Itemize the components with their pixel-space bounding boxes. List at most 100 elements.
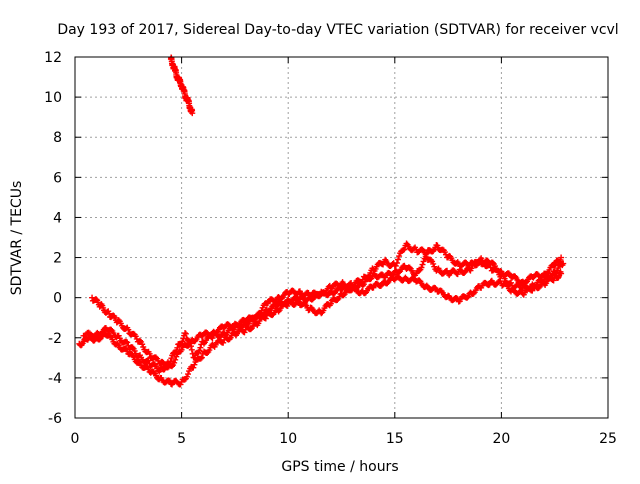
- data-point: [505, 270, 512, 277]
- data-point: [167, 358, 174, 365]
- data-point: [493, 266, 500, 273]
- data-point: [182, 330, 189, 337]
- data-point: [166, 361, 173, 368]
- data-point: [465, 293, 472, 300]
- data-point: [396, 269, 403, 276]
- marks-layer: [76, 54, 567, 388]
- y-tick-label: -4: [48, 371, 62, 387]
- data-point: [393, 260, 400, 267]
- data-point: [174, 344, 181, 351]
- data-point: [182, 330, 189, 337]
- y-tick-label: 12: [44, 50, 62, 66]
- data-point: [380, 261, 387, 268]
- y-tick-label: 2: [53, 251, 62, 267]
- data-point: [420, 258, 427, 265]
- data-point: [453, 295, 460, 302]
- data-point: [401, 246, 408, 253]
- data-point: [188, 346, 195, 353]
- y-axis-label: SDTVAR / TECUs: [9, 181, 25, 296]
- data-point: [560, 260, 567, 267]
- data-point: [464, 294, 471, 301]
- data-point: [97, 331, 104, 338]
- data-point: [390, 271, 397, 278]
- data-point: [489, 259, 496, 266]
- data-point: [550, 277, 557, 284]
- data-point: [184, 371, 191, 378]
- data-point: [198, 354, 205, 361]
- data-point: [418, 264, 425, 271]
- data-point: [396, 253, 403, 260]
- x-tick-label: 5: [177, 431, 186, 447]
- data-point: [191, 361, 198, 368]
- x-tick-label: 10: [279, 431, 297, 447]
- data-point: [146, 350, 153, 357]
- data-point: [558, 254, 565, 261]
- data-point: [384, 280, 391, 287]
- data-point: [108, 326, 115, 333]
- data-point: [416, 267, 423, 274]
- tick-layer: 0 5 10 15 20 25 -6 -4 -2 0 2 4 6 8 10 12: [44, 50, 617, 447]
- data-point: [419, 261, 426, 268]
- x-tick-label: 20: [492, 431, 510, 447]
- chart-title: Day 193 of 2017, Sidereal Day-to-day VTE…: [57, 22, 618, 38]
- data-point: [334, 297, 341, 304]
- data-point: [486, 261, 493, 268]
- data-point: [377, 282, 384, 289]
- data-point: [115, 317, 122, 324]
- x-tick-label: 15: [386, 431, 404, 447]
- data-point: [262, 315, 269, 322]
- y-tick-label: 4: [53, 210, 62, 226]
- data-point: [179, 338, 186, 345]
- data-point: [191, 354, 198, 361]
- data-point: [379, 271, 386, 278]
- x-tick-label: 0: [71, 431, 80, 447]
- data-point: [183, 373, 190, 380]
- data-point: [340, 292, 347, 299]
- plot-frame: [74, 56, 609, 419]
- y-tick-label: 0: [53, 291, 62, 307]
- data-point: [309, 296, 316, 303]
- grid-layer: [75, 57, 608, 418]
- y-tick-label: 8: [53, 130, 62, 146]
- data-point: [125, 326, 132, 333]
- data-point: [541, 276, 548, 283]
- data-point: [196, 347, 203, 354]
- data-point: [124, 339, 131, 346]
- data-point: [168, 355, 175, 362]
- data-point: [165, 377, 172, 384]
- x-axis-label: GPS time / hours: [281, 459, 398, 475]
- data-point: [247, 326, 254, 333]
- data-point: [253, 314, 260, 321]
- data-point: [187, 340, 194, 347]
- data-point: [173, 348, 180, 355]
- data-point: [419, 246, 426, 253]
- y-tick-label: -6: [48, 411, 62, 427]
- x-tick-label: 25: [599, 431, 617, 447]
- data-point: [394, 256, 401, 263]
- data-point: [327, 300, 334, 307]
- data-point: [189, 110, 196, 117]
- data-point: [422, 253, 429, 260]
- data-point: [423, 282, 430, 289]
- data-point: [197, 344, 204, 351]
- y-tick-label: 10: [44, 90, 62, 106]
- data-point: [139, 341, 146, 348]
- data-point: [197, 355, 204, 362]
- data-point: [178, 346, 185, 353]
- data-point: [389, 272, 396, 279]
- y-tick-label: 6: [53, 170, 62, 186]
- data-point: [434, 242, 441, 249]
- data-point: [145, 357, 152, 364]
- data-point: [444, 267, 451, 274]
- data-point: [153, 354, 160, 361]
- data-point: [172, 356, 179, 363]
- data-point: [187, 343, 194, 350]
- data-point: [190, 364, 197, 371]
- data-point: [123, 338, 130, 345]
- data-point: [220, 339, 227, 346]
- data-point: [406, 264, 413, 271]
- y-tick-label: -2: [48, 331, 62, 347]
- data-point: [558, 270, 565, 277]
